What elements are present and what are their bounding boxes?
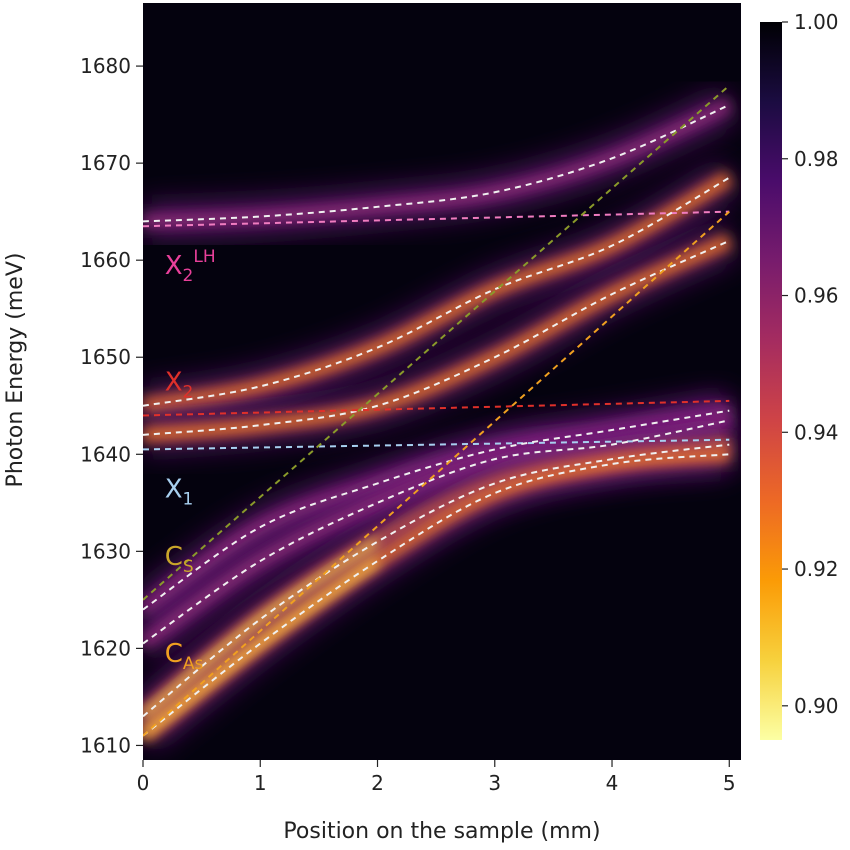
colorbar-tick-label: 0.94 — [794, 420, 839, 444]
y-tick-label: 1680 — [80, 54, 131, 78]
colorbar-tick-label: 0.90 — [794, 694, 839, 718]
reference-line-5 — [143, 438, 730, 451]
colorbar-tick-label: 0.98 — [794, 147, 839, 171]
y-tick-label: 1620 — [80, 636, 131, 660]
x-tick-label: 2 — [371, 771, 384, 795]
y-tick-label: 1630 — [80, 539, 131, 563]
mode-label-3: CS — [165, 542, 194, 577]
mode-label-2: X1 — [165, 474, 194, 509]
colorbar-tick-label: 0.92 — [794, 557, 839, 581]
colorbar-ticks: 0.90 0.92 0.94 0.96 0.98 1.00 — [782, 10, 839, 718]
mode-label-4: CAs — [165, 639, 204, 674]
x-tick-label: 4 — [606, 771, 619, 795]
y-tick-label: 1610 — [80, 733, 131, 757]
colorbar-tick-label: 1.00 — [794, 10, 839, 34]
mode-label-1: X2 — [165, 368, 194, 403]
colorbar-tick-label: 0.96 — [794, 284, 839, 308]
x-axis-title: Position on the sample (mm) — [283, 819, 600, 844]
x-tick-label: 3 — [488, 771, 501, 795]
polariton-branch-3 — [143, 239, 730, 436]
reference-line-4 — [143, 399, 730, 417]
polariton-branch-7 — [143, 419, 730, 645]
x-tick-label: 5 — [723, 771, 736, 795]
polariton-branch-8 — [143, 443, 730, 718]
reference-line-1 — [143, 210, 730, 228]
y-tick-label: 1640 — [80, 442, 131, 466]
y-tick-label: 1660 — [80, 248, 131, 272]
y-axis-title: Photon Energy (meV) — [3, 253, 28, 488]
mode-annotations: X2LH X2 X1 CS CAs — [165, 247, 216, 674]
mode-lines — [143, 84, 730, 737]
polariton-branch-9 — [143, 453, 730, 737]
polariton-branch-6 — [143, 409, 730, 611]
x-tick-label: 1 — [254, 771, 267, 795]
y-tick-label: 1650 — [80, 345, 131, 369]
colorbar — [760, 22, 782, 740]
y-tick-label: 1670 — [80, 151, 131, 175]
mode-label-0: X2LH — [165, 247, 216, 286]
reference-line-10 — [143, 84, 730, 601]
x-axis: 0 1 2 3 4 5 — [137, 760, 736, 795]
polariton-branch-2 — [143, 176, 730, 407]
x-tick-label: 0 — [137, 771, 150, 795]
polariton-branch-0 — [143, 103, 730, 223]
y-axis: 1610 1620 1630 1640 1650 1660 1670 1680 — [80, 54, 143, 757]
